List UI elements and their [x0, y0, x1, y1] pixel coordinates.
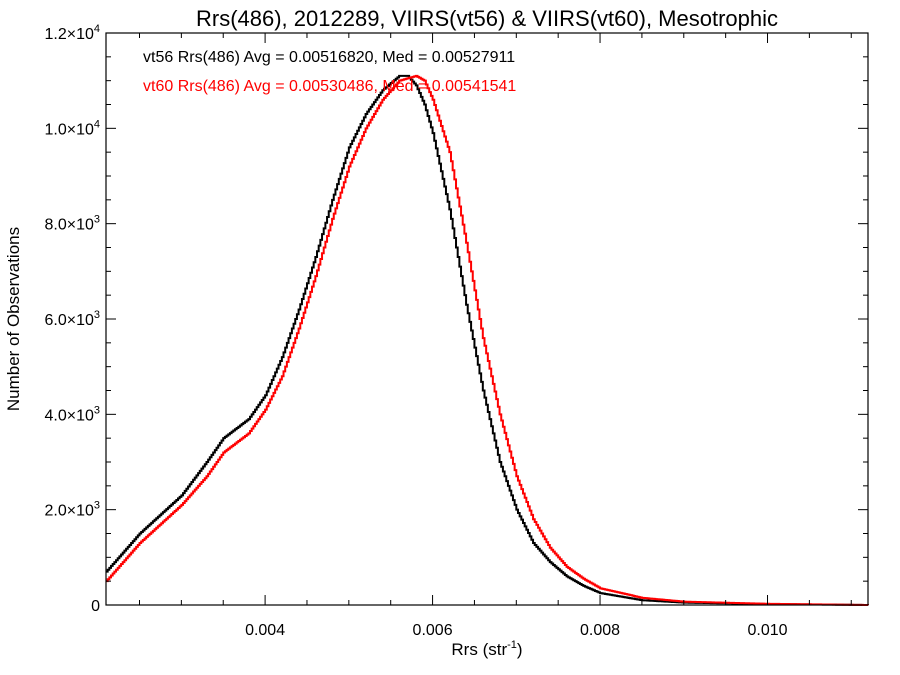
x-axis-label-sup: -1	[507, 639, 517, 651]
x-tick-label: 0.008	[580, 622, 620, 639]
x-tick-label: 0.004	[245, 622, 285, 639]
y-tick-label: 6.0×103	[44, 309, 100, 329]
y-tick-label: 4.0×103	[44, 404, 100, 424]
annotation-vt56: vt56 Rrs(486) Avg = 0.00516820, Med = 0.…	[143, 49, 515, 66]
x-tick-label: 0.006	[413, 622, 453, 639]
plot-area	[106, 74, 869, 606]
x-axis-label-main: Rrs (str	[451, 640, 507, 659]
y-tick-label: 8.0×103	[44, 214, 100, 234]
annotation-vt60: vt60 Rrs(486) Avg = 0.00530486, Med = 0.…	[143, 78, 516, 95]
series-line-vt56	[106, 74, 869, 606]
series-line-vt60	[106, 74, 869, 606]
y-tick-label: 1.2×104	[44, 23, 100, 43]
y-tick-label: 2.0×103	[44, 500, 100, 520]
x-tick-label: 0.010	[747, 622, 787, 639]
y-axis-label: Number of Observations	[4, 227, 23, 411]
y-tick-label: 1.0×104	[44, 118, 100, 138]
x-axis-label: Rrs (str-1)	[451, 639, 522, 659]
y-tick-label: 0	[91, 598, 100, 615]
chart-title: Rrs(486), 2012289, VIIRS(vt56) & VIIRS(v…	[196, 6, 778, 31]
axis-ticks: 0.004 0.006 0.008 0.010 0 2.0×103 4.0×103 6.0×1…	[44, 23, 868, 639]
plot-frame	[105, 32, 869, 606]
x-axis-label-close: )	[517, 640, 523, 659]
